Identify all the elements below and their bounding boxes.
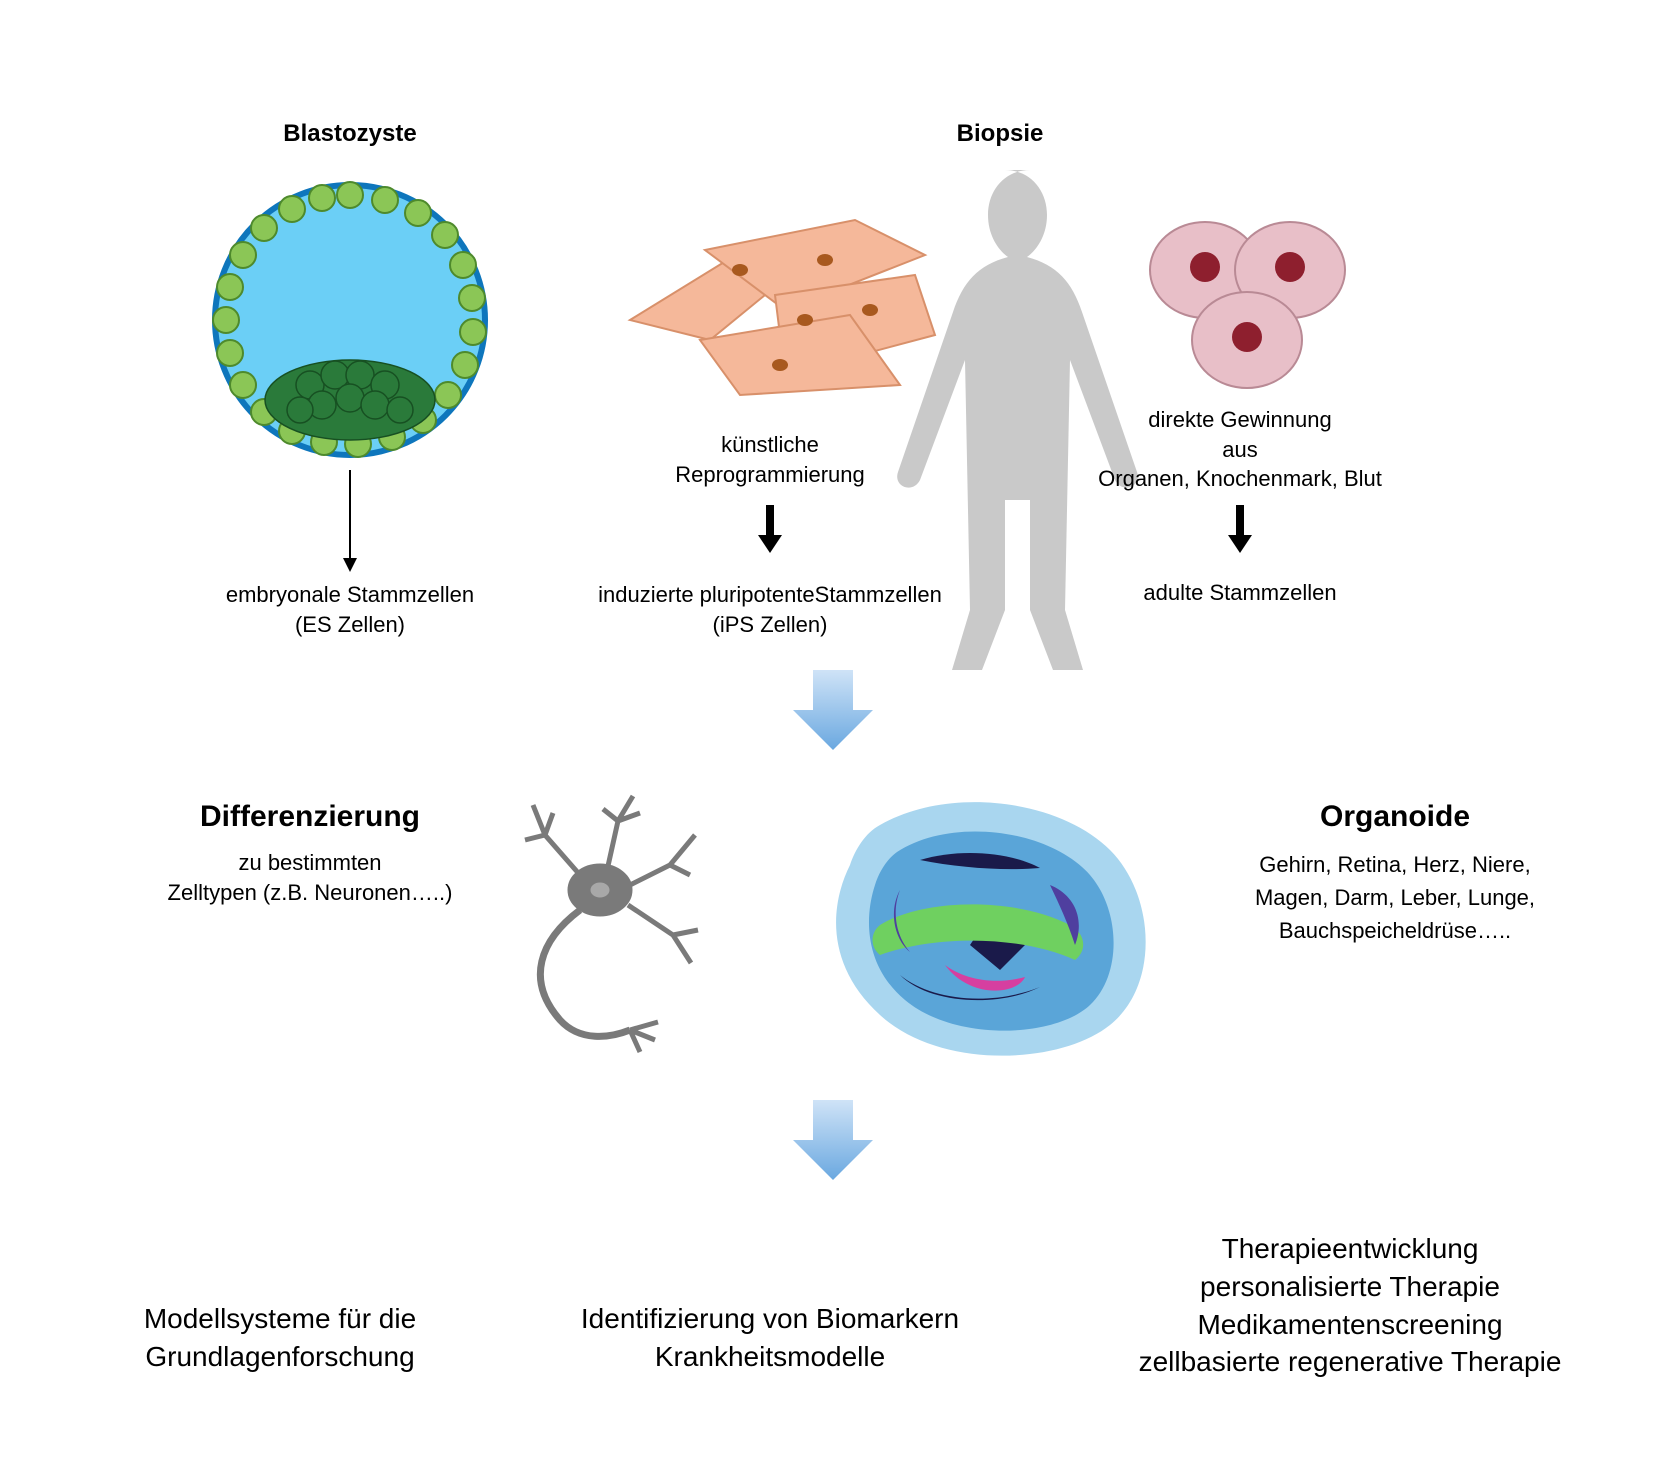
big-arrow-2: [788, 1095, 878, 1185]
organoids-block: Organoide Gehirn, Retina, Herz, Niere, M…: [1185, 800, 1605, 947]
org-sub-line1: Gehirn, Retina, Herz, Niere,: [1259, 852, 1530, 877]
col3-line2: personalisierte Therapie: [1200, 1271, 1500, 1302]
col1-line1: Modellsysteme für die: [144, 1303, 416, 1334]
ips-result-label: induzierte pluripotenteStammzellen (iPS …: [570, 580, 970, 639]
org-sub-line3: Bauchspeicheldrüse…..: [1279, 918, 1511, 943]
neuron-graphic: [480, 780, 730, 1060]
biopsy-title: Biopsie: [900, 120, 1100, 148]
big-arrow-1: [788, 665, 878, 755]
cell-cluster-graphic: [1125, 205, 1365, 405]
blastocyst-title: Blastozyste: [220, 120, 480, 148]
arrow-blastocyst-line: [349, 470, 351, 560]
arrow-blastocyst-head: [343, 558, 357, 572]
col3-line3: Medikamentenscreening: [1197, 1309, 1502, 1340]
org-sub-line2: Magen, Darm, Leber, Lunge,: [1255, 885, 1535, 910]
differentiation-title: Differenzierung: [120, 800, 500, 834]
direct-extraction-label: direkte Gewinnung aus Organen, Knochenma…: [1060, 405, 1420, 494]
ips-result-line1: induzierte pluripotenteStammzellen: [598, 582, 942, 607]
bottom-col1: Modellsysteme für die Grundlagenforschun…: [80, 1300, 480, 1376]
tissue-graphic: [610, 200, 950, 420]
blastocyst-result-line2: (ES Zellen): [295, 612, 405, 637]
direct-line2: aus: [1222, 437, 1257, 462]
col3-line1: Therapieentwicklung: [1222, 1233, 1479, 1264]
arrow-adult: [1225, 505, 1255, 555]
reprogramming-line1: künstliche: [721, 432, 819, 457]
direct-line3: Organen, Knochenmark, Blut: [1098, 466, 1382, 491]
organoid-graphic: [790, 775, 1170, 1075]
blastocyst-result-line1: embryonale Stammzellen: [226, 582, 474, 607]
adult-result-label: adulte Stammzellen: [1060, 580, 1420, 606]
organoids-title: Organoide: [1185, 800, 1605, 834]
differentiation-block: Differenzierung zu bestimmten Zelltypen …: [120, 800, 500, 907]
direct-line1: direkte Gewinnung: [1148, 407, 1331, 432]
diff-sub-line1: zu bestimmten: [238, 850, 381, 875]
col3-line4: zellbasierte regenerative Therapie: [1139, 1346, 1562, 1377]
bottom-col3: Therapieentwicklung personalisierte Ther…: [1060, 1230, 1640, 1381]
reprogramming-line2: Reprogrammierung: [675, 462, 865, 487]
reprogramming-label: künstliche Reprogrammierung: [630, 430, 910, 489]
diff-sub-line2: Zelltypen (z.B. Neuronen…..): [168, 880, 453, 905]
bottom-col2: Identifizierung von Biomarkern Krankheit…: [520, 1300, 1020, 1376]
ips-result-line2: (iPS Zellen): [713, 612, 828, 637]
col2-line2: Krankheitsmodelle: [655, 1341, 885, 1372]
arrow-ips: [755, 505, 785, 555]
blastocyst-result-label: embryonale Stammzellen (ES Zellen): [180, 580, 520, 639]
col2-line1: Identifizierung von Biomarkern: [581, 1303, 959, 1334]
col1-line2: Grundlagenforschung: [145, 1341, 414, 1372]
blastocyst-graphic: [200, 170, 500, 470]
